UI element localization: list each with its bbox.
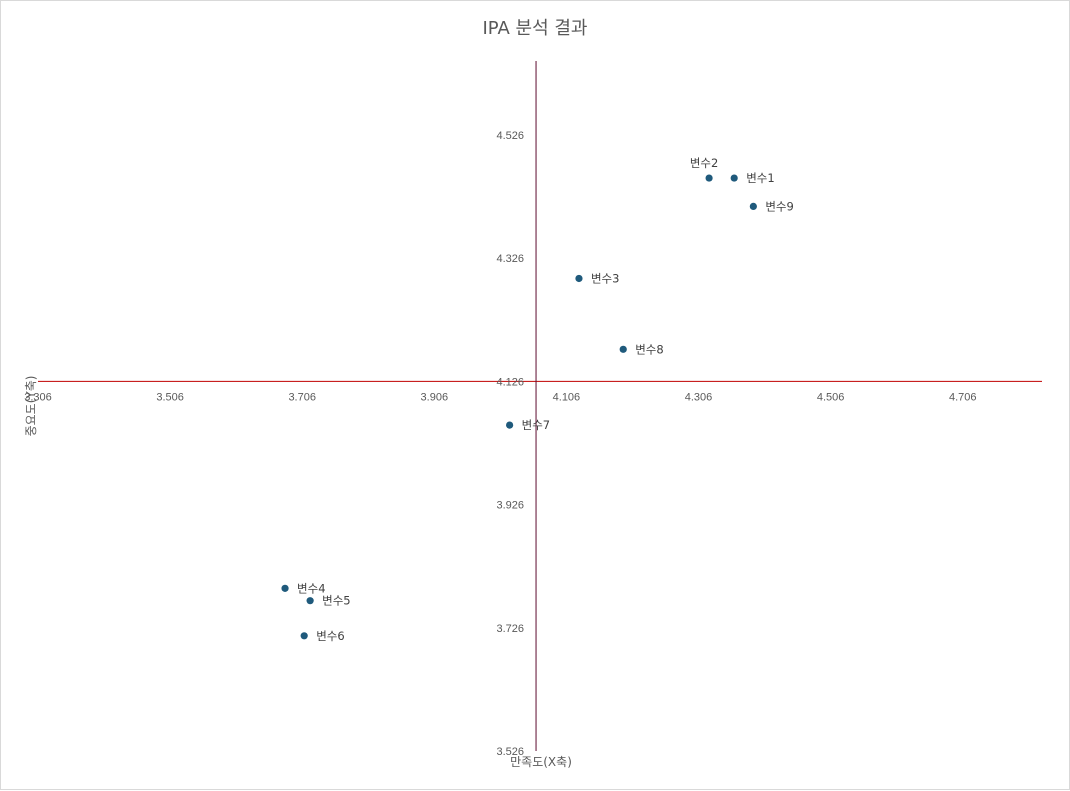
- x-tick-label: 3.506: [156, 391, 184, 403]
- data-label: 변수9: [765, 199, 793, 213]
- data-point: [619, 345, 627, 353]
- y-tick-label: 4.526: [497, 130, 525, 142]
- x-tick-label: 4.306: [685, 391, 713, 403]
- y-tick-label: 3.726: [497, 623, 525, 635]
- data-point: [506, 421, 514, 429]
- data-label: 변수1: [746, 171, 774, 185]
- data-label: 변수3: [591, 271, 619, 285]
- x-tick-label: 4.706: [949, 391, 977, 403]
- data-label: 변수5: [322, 594, 350, 608]
- y-tick-label: 3.526: [497, 746, 525, 758]
- data-label: 변수6: [316, 629, 344, 643]
- y-tick-label: 3.926: [497, 500, 525, 512]
- x-tick-label: 4.506: [817, 391, 845, 403]
- data-point: [749, 202, 757, 210]
- data-point: [730, 174, 738, 182]
- y-tick-label: 4.326: [497, 253, 525, 265]
- chart-title: IPA 분석 결과: [482, 18, 587, 39]
- data-points: [281, 174, 757, 640]
- data-label: 변수7: [522, 418, 550, 432]
- data-label: 변수2: [690, 156, 718, 170]
- data-label: 변수8: [635, 342, 663, 356]
- data-label: 변수4: [297, 581, 325, 595]
- data-point: [705, 174, 713, 182]
- x-tick-label: 3.906: [421, 391, 449, 403]
- data-point: [281, 584, 289, 592]
- x-tick-label: 3.706: [288, 391, 316, 403]
- y-tick-label: 4.126: [497, 376, 525, 388]
- data-point: [306, 597, 314, 605]
- tick-labels: 3.306 3.506 3.706 3.906 4.106 4.306 4.506 4.706…: [24, 130, 976, 758]
- axes: [38, 61, 1042, 751]
- data-point: [300, 632, 308, 640]
- x-axis-title: 만족도(X축): [510, 755, 572, 769]
- y-axis-title: 중요도(Y축): [24, 376, 38, 437]
- data-point: [575, 274, 583, 283]
- x-tick-label: 4.106: [553, 391, 581, 403]
- x-tick-label: 3.306: [24, 391, 52, 403]
